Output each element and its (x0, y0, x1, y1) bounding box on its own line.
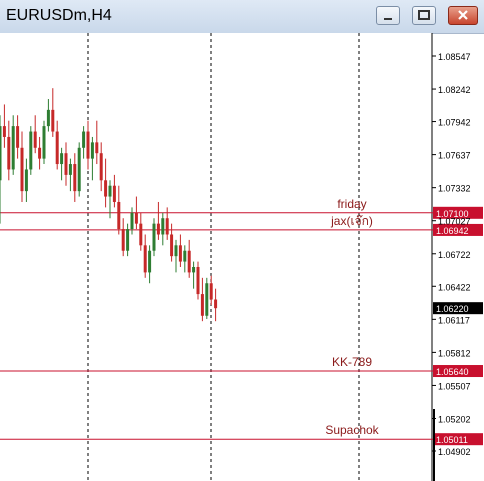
candle-body (134, 212, 138, 224)
candle-body (60, 153, 64, 165)
candle-body (214, 299, 218, 309)
candle-body (187, 250, 191, 273)
candle-body (108, 185, 112, 197)
candle-body (0, 126, 2, 181)
candle-body (200, 294, 204, 316)
hline-label: Supachok (325, 423, 379, 437)
hline-price-box (433, 433, 483, 446)
candle-body (183, 250, 187, 262)
hline-label: friday (337, 197, 366, 211)
candle-body (121, 229, 125, 251)
price-tick-label: 1.07942 (438, 118, 471, 128)
price-tick-label: 1.05202 (438, 414, 471, 424)
candle-body (99, 153, 103, 181)
minimize-button[interactable] (376, 6, 400, 25)
window-title: EURUSDm,H4 (6, 7, 112, 24)
candle-body (178, 245, 182, 262)
candle-body (90, 142, 94, 159)
candle-body (126, 229, 130, 251)
hline-price-label: 1.07100 (436, 209, 469, 219)
window-titlebar[interactable]: EURUSDm,H4 (0, 0, 484, 34)
candle-body (29, 131, 33, 170)
candle-body (73, 164, 77, 192)
candle-body (161, 218, 165, 235)
candle-body (174, 245, 178, 257)
candle-body (192, 266, 196, 273)
close-button[interactable] (448, 6, 478, 25)
candle-body (16, 126, 20, 148)
candle-body (209, 283, 213, 300)
candle-body (143, 245, 147, 273)
price-chart[interactable]: friday 1.07100 jax(เจ๊ก) 1.06942 KK-789 1.056… (0, 33, 484, 481)
price-tick-label: 1.04902 (438, 447, 471, 457)
plot-area (0, 33, 432, 481)
current-price-box (433, 302, 483, 315)
close-icon (458, 10, 468, 20)
candle-body (11, 126, 15, 170)
candle-body (86, 131, 90, 159)
candle-body (68, 164, 72, 175)
hline-price-label: 1.06942 (436, 226, 469, 236)
candle-body (20, 147, 24, 192)
candle-body (95, 142, 99, 154)
candle-body (152, 223, 156, 251)
candle-body (38, 147, 42, 159)
candle-body (104, 180, 108, 197)
price-tick-label: 1.07332 (438, 184, 471, 194)
price-tick-label: 1.06722 (438, 250, 471, 260)
candle-body (139, 223, 143, 246)
scale-scroll-indicator (433, 409, 435, 481)
candle-body (24, 169, 28, 192)
hline-price-box (433, 223, 483, 236)
candle-body (33, 131, 37, 148)
price-tick-label: 1.07637 (438, 151, 471, 161)
candle-body (205, 283, 209, 316)
price-tick-label: 1.05812 (438, 348, 471, 358)
candle-body (64, 153, 68, 175)
hline-label: KK-789 (332, 355, 372, 369)
price-tick-label: 1.08242 (438, 85, 471, 95)
hline-price-label: 1.05011 (436, 435, 468, 445)
candle-body (82, 131, 86, 148)
candle-body (130, 212, 134, 230)
candle-body (55, 131, 59, 165)
candle-body (148, 250, 152, 273)
candle-body (46, 109, 50, 127)
price-tick-label: 1.08547 (438, 52, 471, 62)
candle-body (77, 147, 81, 192)
hline-price-box (433, 365, 483, 378)
candle-body (156, 223, 160, 235)
hline-label: jax(เจ๊ก) (330, 214, 373, 228)
candle-body (196, 266, 200, 295)
candle-body (7, 136, 11, 170)
price-tick-label: 1.06117 (438, 315, 470, 325)
current-price-label: 1.06220 (436, 304, 469, 314)
maximize-icon (418, 10, 430, 20)
minimize-icon (384, 18, 392, 20)
candle-body (165, 218, 169, 235)
price-tick-label: 1.06422 (438, 282, 471, 292)
candle-body (117, 201, 121, 230)
maximize-button[interactable] (412, 6, 436, 25)
candle-body (112, 185, 116, 202)
candle-body (42, 126, 46, 159)
price-tick-label: 1.05507 (438, 381, 471, 391)
candle-body (170, 234, 174, 257)
hline-price-box (433, 206, 483, 219)
price-tick-label: 1.07027 (438, 217, 471, 227)
candle-body (2, 126, 6, 137)
candle-body (51, 109, 55, 132)
hline-price-label: 1.05640 (436, 367, 469, 377)
